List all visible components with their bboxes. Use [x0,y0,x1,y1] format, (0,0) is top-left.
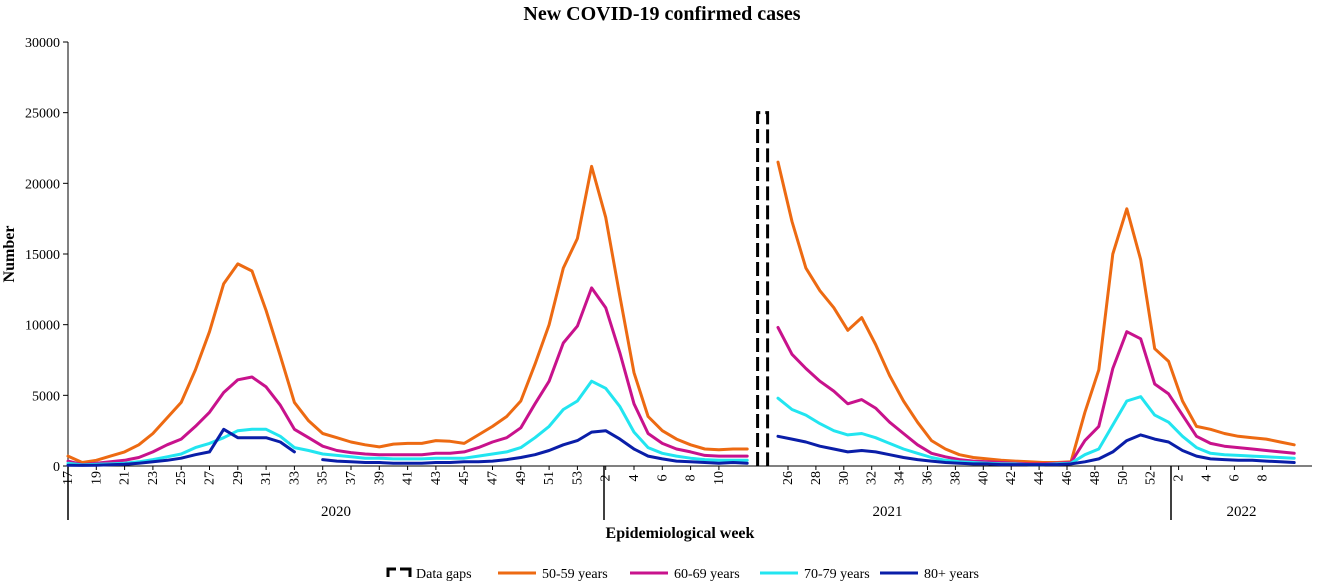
x-tick-label: 30 [837,471,852,485]
series-line-70-79-years [66,379,749,467]
x-tick-label: 44 [1032,471,1047,485]
legend-item-70-79-years: 70-79 years [760,567,870,582]
series-line-80-years [776,433,1296,467]
y-tick-label: 0 [53,460,60,475]
x-tick-label: 41 [401,471,416,485]
x-tick-label: 33 [287,471,302,485]
x-tick-label: 29 [231,471,246,485]
x-tick-label: 2 [599,475,614,482]
year-label: 2021 [873,504,903,520]
legend-item-80-years: 80+ years [880,567,979,582]
x-tick-label: 39 [372,471,387,485]
series-line-80-years [66,427,749,467]
legend-item-50-59-years: 50-59 years [498,567,608,582]
x-tick-label: 35 [316,471,331,485]
y-tick-label: 20000 [25,177,60,192]
x-tick-label: 47 [486,471,501,485]
x-tick-label: 49 [514,471,529,485]
x-axis-label: Epidemiological week [606,525,755,542]
legend-label: 80+ years [924,567,979,582]
y-tick-label: 10000 [25,319,60,334]
legend-item-60-69-years: 60-69 years [630,567,740,582]
x-tick-label: 46 [1060,471,1075,485]
x-axis: 1719212325272931333537394143454749515324… [61,465,1312,520]
legend-item-data-gaps: Data gaps [386,567,472,582]
x-tick-label: 4 [1200,475,1215,482]
x-tick-label: 27 [203,471,218,485]
year-label: 2020 [321,504,351,520]
x-tick-label: 32 [865,471,880,485]
x-tick-label: 6 [655,475,670,482]
series-line-50-59-years [776,160,1296,464]
data-gap-marker [756,111,770,466]
chart-title: New COVID-19 confirmed cases [523,3,800,25]
x-tick-label: 34 [893,471,908,485]
legend: Data gaps 50-59 years 60-69 years 70-79 yea… [386,567,979,582]
x-tick-label: 4 [627,475,642,482]
x-tick-label: 8 [684,475,699,482]
x-tick-label: 31 [259,471,274,485]
y-axis: 0 5000 10000 15000 20000 25000 30000 [25,36,69,475]
x-tick-label: 42 [1004,471,1019,485]
x-tick-label: 28 [809,471,824,485]
series-lines [66,160,1296,467]
year-label: 2022 [1227,504,1257,520]
x-tick-label: 21 [118,471,133,485]
x-tick-label: 25 [174,471,189,485]
legend-label: 50-59 years [542,567,608,582]
x-tick-label: 51 [542,471,557,485]
x-tick-label: 2 [1172,475,1187,482]
x-tick-label: 10 [712,471,727,485]
x-tick-label: 23 [146,471,161,485]
x-tick-label: 6 [1227,475,1242,482]
series-line-60-69-years [66,286,749,467]
y-tick-label: 15000 [25,248,60,263]
y-tick-label: 5000 [32,389,60,404]
legend-label: 60-69 years [674,567,740,582]
x-tick-label: 19 [89,471,104,485]
series-line-60-69-years [776,326,1296,466]
x-tick-label: 50 [1116,471,1131,485]
legend-swatch-gap [386,567,396,577]
legend-label: 70-79 years [804,567,870,582]
x-tick-label: 36 [921,471,936,485]
x-tick-label: 45 [457,471,472,485]
y-tick-label: 25000 [25,107,60,122]
x-tick-label: 52 [1144,471,1159,485]
x-tick-label: 43 [429,471,444,485]
y-axis-label: Number [1,226,18,283]
legend-swatch-gap-end [400,567,412,577]
x-tick-label: 26 [781,471,796,485]
x-tick-label: 37 [344,471,359,485]
legend-label: Data gaps [416,567,472,582]
series-line-50-59-years [66,164,749,464]
x-tick-label: 48 [1088,471,1103,485]
x-tick-label: 40 [976,471,991,485]
x-tick-label: 53 [570,471,585,485]
x-tick-label: 8 [1255,475,1270,482]
data-gap-bracket [756,111,770,466]
x-tick-label: 38 [948,471,963,485]
y-tick-label: 30000 [25,36,60,51]
